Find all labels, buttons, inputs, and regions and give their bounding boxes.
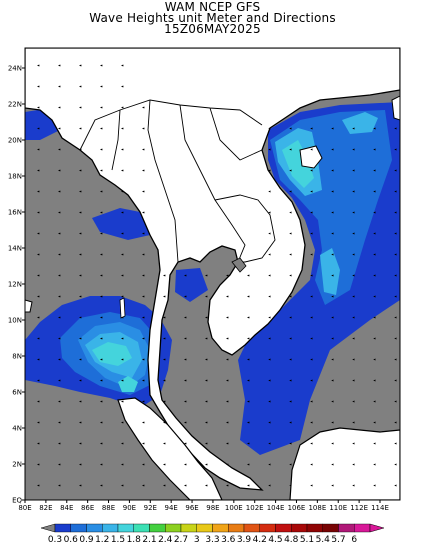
country-borders: [79, 99, 276, 263]
lat-tick-label: 8N: [12, 353, 22, 361]
lat-tick-label: 2N: [12, 461, 22, 469]
lat-tick-label: 22N: [8, 101, 22, 109]
longitude-axis: 80E 82E 84E 86E 88E 90E 92E 94E 96E 98E 100E 102E 10…: [18, 500, 389, 512]
colorbar-swatch: [117, 523, 134, 533]
wave-field-bengal-mid: [92, 208, 150, 240]
colorbar-swatch: [196, 523, 213, 533]
colorbar-min-arrow: [40, 523, 56, 533]
colorbar-label: 5.7: [331, 535, 345, 545]
colorbar-swatch: [354, 523, 371, 533]
lon-tick-label: 82E: [39, 504, 52, 512]
lat-tick-label: EQ: [12, 497, 22, 505]
lon-tick-label: 98E: [206, 504, 219, 512]
lon-tick-label: 110E: [329, 504, 347, 512]
lon-tick-label: 104E: [267, 504, 285, 512]
colorbar-max-arrow: [369, 523, 385, 533]
colorbar-swatch: [291, 523, 308, 533]
land-india-bangladesh: [25, 48, 400, 491]
colorbar-swatch: [259, 523, 276, 533]
colorbar-swatch: [306, 523, 323, 533]
colorbar-swatch: [133, 523, 150, 533]
land-andaman: [119, 297, 126, 319]
lon-tick-label: 108E: [308, 504, 326, 512]
map-title-line2: Wave Heights unit Meter and Directions: [89, 11, 336, 25]
lat-tick-label: 14N: [8, 245, 22, 253]
colorbar-label: 1.8: [127, 535, 142, 545]
wave-field-scs-south: [320, 248, 340, 295]
colorbar-label: 1.5: [111, 535, 125, 545]
lon-tick-label: 94E: [165, 504, 178, 512]
wave-field-gulf-thailand: [175, 268, 208, 302]
lon-tick-label: 100E: [225, 504, 243, 512]
colorbar-swatch: [338, 523, 355, 533]
lat-tick-label: 4N: [12, 425, 22, 433]
lon-tick-label: 86E: [81, 504, 94, 512]
map-title-line1: WAM NCEP GFS: [164, 0, 261, 14]
direction-arrows: [37, 64, 397, 487]
lon-tick-label: 102E: [246, 504, 264, 512]
lake-tonle-sap: [231, 257, 247, 273]
lon-tick-label: 96E: [185, 504, 198, 512]
lon-tick-label: 84E: [60, 504, 73, 512]
colorbar-swatch: [102, 523, 119, 533]
land-luzon: [391, 95, 400, 121]
colorbar-label: 3: [194, 535, 200, 545]
colorbar-label: 2.7: [174, 535, 188, 545]
colorbar-label: 5.1: [300, 535, 314, 545]
lat-tick-label: 10N: [8, 317, 22, 325]
colorbar-swatch: [70, 523, 87, 533]
colorbar-swatch: [228, 523, 245, 533]
colorbar-swatch: [149, 523, 166, 533]
colorbar-label: 0.3: [48, 535, 62, 545]
colorbar-label: 4.8: [284, 535, 299, 545]
colorbar-label: 3.6: [221, 535, 236, 545]
lon-tick-label: 106E: [288, 504, 306, 512]
colorbar-label: 2.4: [158, 535, 173, 545]
lat-tick-label: 24N: [8, 65, 22, 73]
colorbar-swatch: [322, 523, 339, 533]
colorbar-label: 0.6: [64, 535, 79, 545]
lat-tick-label: 18N: [8, 173, 22, 181]
colorbar-label: 3.9: [237, 535, 252, 545]
colorbar-label: 5.4: [316, 535, 331, 545]
colorbar-swatch: [180, 523, 197, 533]
colorbar-swatch: [243, 523, 260, 533]
lon-tick-label: 90E: [123, 504, 136, 512]
colorbar-swatch: [212, 523, 229, 533]
lat-tick-label: 12N: [8, 281, 22, 289]
colorbar-label: 3.3: [205, 535, 219, 545]
map-timestamp: 15Z06MAY2025: [164, 22, 261, 36]
lon-tick-label: 80E: [18, 504, 31, 512]
colorbar-label: 4.2: [253, 535, 267, 545]
colorbar-label: 6: [351, 535, 357, 545]
colorbar-label: 0.9: [79, 535, 94, 545]
wave-field-scs-peak: [282, 140, 314, 188]
wave-field-scs-ne: [342, 112, 378, 134]
land-island-west: [25, 299, 33, 313]
lat-tick-label: 6N: [12, 389, 22, 397]
colorbar-swatch: [275, 523, 292, 533]
colorbar-swatch: [165, 523, 182, 533]
colorbar-label: 1.2: [95, 535, 109, 545]
lon-tick-label: 114E: [371, 504, 389, 512]
lat-tick-label: 20N: [8, 137, 22, 145]
lat-tick-label: 16N: [8, 209, 22, 217]
colorbar-swatch: [86, 523, 103, 533]
lon-tick-label: 92E: [144, 504, 157, 512]
colorbar-swatch: [54, 523, 71, 533]
land-hainan: [299, 145, 323, 169]
colorbar: 0.3 0.6 0.9 1.2 1.5 1.8 2.1 2.4 2.7 3 3.3 3.6 3.9 4.2…: [40, 523, 385, 545]
colorbar-label: 2.1: [142, 535, 156, 545]
lon-tick-label: 88E: [102, 504, 115, 512]
latitude-axis: 24N 22N 20N 18N 16N 14N 12N 10N 8N 6N 4N 2N EQ: [8, 65, 25, 505]
lon-tick-label: 112E: [350, 504, 368, 512]
colorbar-label: 4.5: [268, 535, 282, 545]
